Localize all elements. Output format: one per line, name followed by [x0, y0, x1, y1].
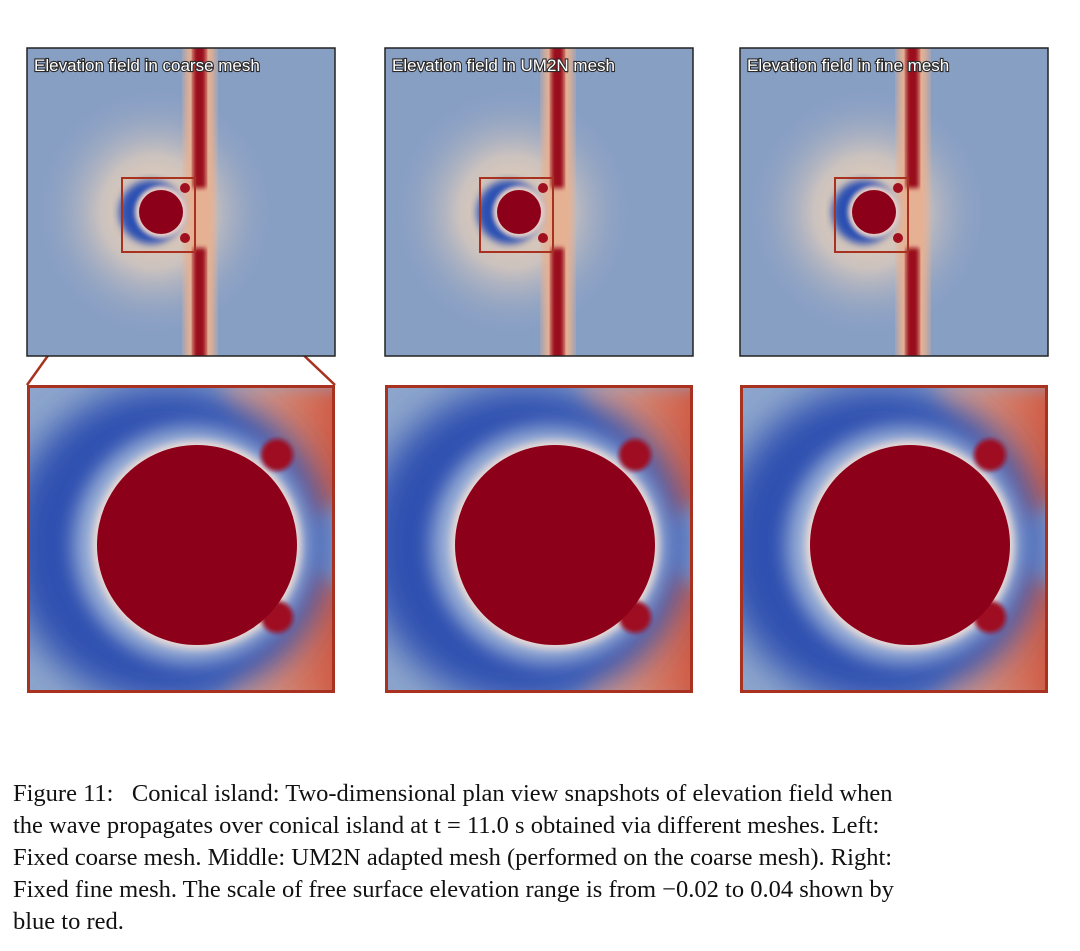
zoom-border	[385, 385, 693, 693]
panel-title: Elevation field in fine mesh	[747, 56, 949, 75]
island	[455, 445, 655, 645]
wave-band	[551, 248, 564, 356]
wave-band	[193, 48, 206, 188]
island	[139, 190, 183, 234]
zoom-border	[27, 385, 335, 693]
island	[497, 190, 541, 234]
bump	[261, 439, 293, 471]
panel-border	[384, 47, 694, 357]
zoom-panel	[27, 385, 335, 693]
wave-band	[906, 48, 919, 188]
bump	[893, 233, 903, 243]
field	[385, 48, 693, 356]
bump	[974, 439, 1006, 471]
overview-panel: Elevation field in coarse mesh	[26, 47, 336, 357]
panel-title: Elevation field in UM2N mesh	[392, 56, 615, 75]
figure: Elevation field in coarse mesh Elevation …	[25, 47, 1049, 693]
caption-line: Figure 11: Conical island: Two-dimension…	[13, 780, 893, 807]
panel-border	[739, 47, 1049, 357]
wave-band	[551, 48, 564, 188]
island	[810, 445, 1010, 645]
zoom-panel	[740, 385, 1048, 693]
zoom-box	[479, 177, 554, 253]
field	[27, 48, 335, 356]
zoom-border	[740, 385, 1048, 693]
caption-line: Fixed fine mesh. The scale of free surfa…	[13, 876, 894, 903]
caption-line: Fixed coarse mesh. Middle: UM2N adapted …	[13, 844, 893, 871]
field	[740, 48, 1048, 356]
island	[852, 190, 896, 234]
zoom-panel	[385, 385, 693, 693]
bump	[538, 183, 548, 193]
caption: Figure 11: Conical island: Two-dimension…	[13, 778, 1063, 938]
bump	[538, 233, 548, 243]
island	[97, 445, 297, 645]
overview-panel: Elevation field in fine mesh	[739, 47, 1049, 357]
field	[385, 385, 693, 693]
panel-title: Elevation field in coarse mesh	[34, 56, 260, 75]
bump	[180, 233, 190, 243]
bump	[180, 183, 190, 193]
field	[27, 385, 335, 693]
wave-band	[906, 248, 919, 356]
bump	[893, 183, 903, 193]
zoom-box	[121, 177, 196, 253]
panel-border	[26, 47, 336, 357]
wave-band	[193, 248, 206, 356]
caption-line: the wave propagates over conical island …	[13, 812, 880, 839]
bump	[619, 439, 651, 471]
caption-line: blue to red.	[13, 908, 124, 935]
zoom-box	[834, 177, 909, 253]
field	[740, 385, 1048, 693]
overview-panel: Elevation field in UM2N mesh	[384, 47, 694, 357]
